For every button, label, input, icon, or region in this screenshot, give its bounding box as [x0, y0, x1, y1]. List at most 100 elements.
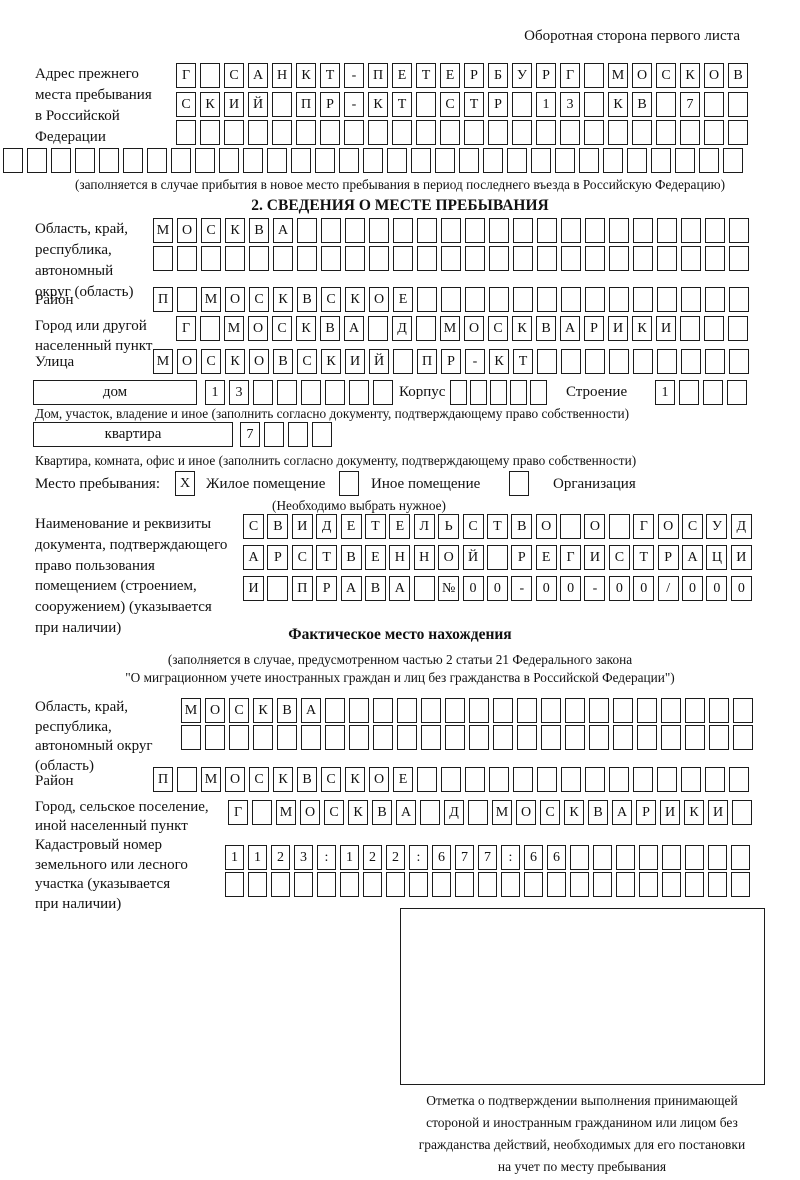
char-cell[interactable]: [200, 316, 220, 341]
char-cell[interactable]: [609, 218, 629, 243]
char-cell[interactable]: [657, 287, 677, 312]
char-cell[interactable]: [616, 845, 635, 870]
char-cell[interactable]: Р: [488, 92, 508, 117]
char-cell[interactable]: [657, 246, 677, 271]
char-cell[interactable]: :: [409, 845, 428, 870]
char-cell[interactable]: И: [656, 316, 676, 341]
char-cell[interactable]: [699, 148, 719, 173]
char-cell[interactable]: [681, 218, 701, 243]
char-cell[interactable]: [349, 725, 369, 750]
char-cell[interactable]: [675, 148, 695, 173]
char-cell[interactable]: [409, 872, 428, 897]
char-cell[interactable]: К: [608, 92, 628, 117]
char-cell[interactable]: [705, 767, 725, 792]
char-cell[interactable]: [277, 725, 297, 750]
char-cell[interactable]: [315, 148, 335, 173]
char-cell[interactable]: [271, 872, 290, 897]
char-cell[interactable]: [501, 872, 520, 897]
char-cell[interactable]: [201, 246, 221, 271]
char-cell[interactable]: Н: [413, 545, 435, 570]
char-cell[interactable]: Р: [584, 316, 604, 341]
char-cell[interactable]: [632, 120, 652, 145]
char-cell[interactable]: Г: [176, 63, 196, 88]
char-cell[interactable]: 2: [386, 845, 405, 870]
char-cell[interactable]: [468, 800, 488, 825]
char-cell[interactable]: С: [291, 545, 313, 570]
char-cell[interactable]: [705, 287, 725, 312]
char-cell[interactable]: К: [489, 349, 509, 374]
char-cell[interactable]: И: [291, 514, 313, 539]
char-cell[interactable]: [267, 576, 289, 601]
char-cell[interactable]: [252, 800, 272, 825]
char-cell[interactable]: Г: [176, 316, 196, 341]
char-cell[interactable]: 3: [294, 845, 313, 870]
char-cell[interactable]: Г: [633, 514, 655, 539]
char-cell[interactable]: [99, 148, 119, 173]
char-cell[interactable]: С: [324, 800, 344, 825]
char-cell[interactable]: [267, 148, 287, 173]
char-cell[interactable]: [369, 246, 389, 271]
char-cell[interactable]: О: [300, 800, 320, 825]
char-cell[interactable]: О: [248, 316, 268, 341]
char-cell[interactable]: И: [345, 349, 365, 374]
char-cell[interactable]: [277, 380, 297, 405]
char-cell[interactable]: 3: [229, 380, 249, 405]
char-cell[interactable]: [363, 148, 383, 173]
char-cell[interactable]: [579, 148, 599, 173]
char-cell[interactable]: П: [296, 92, 316, 117]
char-cell[interactable]: [729, 246, 749, 271]
char-cell[interactable]: Р: [316, 576, 338, 601]
char-cell[interactable]: [728, 316, 748, 341]
char-cell[interactable]: Е: [535, 545, 557, 570]
char-cell[interactable]: [561, 767, 581, 792]
char-cell[interactable]: [441, 218, 461, 243]
char-cell[interactable]: [339, 148, 359, 173]
char-cell[interactable]: С: [224, 63, 244, 88]
char-cell[interactable]: 0: [633, 576, 655, 601]
char-cell[interactable]: [432, 872, 451, 897]
char-cell[interactable]: [681, 349, 701, 374]
char-cell[interactable]: О: [438, 545, 460, 570]
char-cell[interactable]: [729, 287, 749, 312]
char-cell[interactable]: [731, 845, 750, 870]
char-cell[interactable]: [541, 725, 561, 750]
char-cell[interactable]: [288, 422, 308, 447]
char-cell[interactable]: [340, 872, 359, 897]
char-cell[interactable]: [450, 380, 467, 405]
char-cell[interactable]: [421, 698, 441, 723]
char-cell[interactable]: [489, 767, 509, 792]
char-cell[interactable]: [537, 246, 557, 271]
char-cell[interactable]: С: [272, 316, 292, 341]
char-cell[interactable]: Й: [369, 349, 389, 374]
char-cell[interactable]: 7: [455, 845, 474, 870]
char-cell[interactable]: [531, 148, 551, 173]
char-cell[interactable]: [609, 767, 629, 792]
char-cell[interactable]: Т: [320, 63, 340, 88]
char-cell[interactable]: М: [440, 316, 460, 341]
char-cell[interactable]: В: [340, 545, 362, 570]
char-cell[interactable]: А: [243, 545, 264, 570]
char-cell[interactable]: [585, 287, 605, 312]
char-cell[interactable]: [147, 148, 167, 173]
char-cell[interactable]: [662, 872, 681, 897]
char-cell[interactable]: [440, 120, 460, 145]
char-cell[interactable]: 0: [682, 576, 704, 601]
char-cell[interactable]: И: [708, 800, 728, 825]
char-cell[interactable]: [536, 120, 556, 145]
char-cell[interactable]: [464, 120, 484, 145]
char-cell[interactable]: Н: [272, 63, 292, 88]
char-cell[interactable]: [416, 316, 436, 341]
char-cell[interactable]: 6: [547, 845, 566, 870]
char-cell[interactable]: М: [608, 63, 628, 88]
char-cell[interactable]: [608, 514, 630, 539]
char-cell[interactable]: 3: [560, 92, 580, 117]
char-cell[interactable]: [465, 287, 485, 312]
char-cell[interactable]: Р: [536, 63, 556, 88]
char-cell[interactable]: [633, 287, 653, 312]
char-cell[interactable]: [560, 514, 582, 539]
char-cell[interactable]: Р: [464, 63, 484, 88]
char-cell[interactable]: [420, 800, 440, 825]
char-cell[interactable]: [469, 698, 489, 723]
char-cell[interactable]: М: [492, 800, 512, 825]
char-cell[interactable]: [729, 349, 749, 374]
